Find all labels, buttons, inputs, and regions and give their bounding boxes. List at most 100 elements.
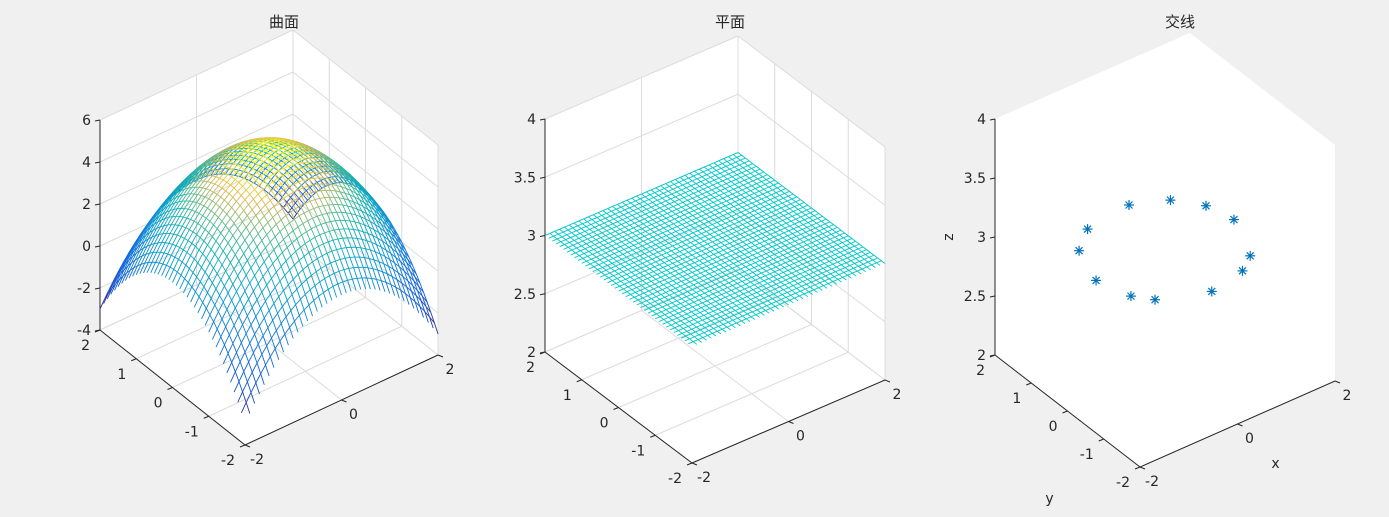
mesh-segment — [575, 250, 581, 254]
mesh-segment — [403, 270, 410, 277]
mesh-segment — [355, 181, 361, 187]
mesh-segment — [348, 181, 354, 185]
mesh-segment — [321, 183, 327, 191]
mesh-segment — [256, 168, 263, 173]
mesh-segment — [291, 288, 298, 295]
mesh-segment — [688, 195, 693, 199]
mesh-segment — [659, 188, 665, 191]
mesh-segment — [758, 211, 764, 214]
mesh-segment — [163, 217, 170, 226]
mesh-segment — [806, 283, 811, 288]
mesh-segment — [735, 179, 740, 183]
mesh-segment — [280, 183, 286, 190]
mesh-segment — [153, 234, 160, 244]
mesh-segment — [658, 195, 663, 199]
mesh-segment — [421, 295, 428, 303]
mesh-segment — [586, 258, 592, 262]
mesh-segment — [378, 205, 384, 213]
mesh-segment — [351, 186, 357, 194]
mesh-segment — [773, 219, 778, 223]
mesh-segment — [577, 257, 584, 261]
mesh-segment — [611, 208, 617, 212]
mesh-segment — [715, 244, 721, 248]
mesh-segment — [628, 262, 635, 266]
mesh-segment — [330, 159, 336, 164]
mesh-segment — [409, 271, 415, 281]
mesh-segment — [653, 269, 659, 273]
mesh-segment — [710, 226, 717, 230]
mesh-segment — [795, 275, 800, 280]
mesh-segment — [594, 224, 600, 228]
mesh-segment — [215, 176, 220, 179]
mesh-segment — [559, 244, 565, 248]
mesh-segment — [274, 146, 279, 151]
mesh-segment — [640, 231, 646, 234]
mesh-segment — [130, 253, 137, 264]
mesh-segment — [146, 219, 152, 226]
mesh-segment — [843, 237, 848, 241]
mesh-segment — [336, 247, 342, 251]
mesh-segment — [168, 199, 173, 203]
mesh-segment — [339, 165, 346, 171]
mesh-segment — [617, 253, 624, 257]
mesh-segment — [196, 234, 201, 238]
mesh-segment — [595, 219, 601, 223]
mesh-segment — [219, 177, 224, 181]
mesh-segment — [644, 251, 650, 255]
mesh-segment — [332, 164, 338, 168]
mesh-segment — [750, 264, 755, 268]
mesh-segment — [354, 196, 359, 205]
mesh-segment — [803, 276, 808, 280]
mesh-segment — [401, 282, 407, 288]
mesh-segment — [835, 271, 840, 275]
mesh-segment — [254, 325, 260, 335]
mesh-segment — [301, 168, 306, 174]
mesh-segment — [215, 152, 220, 155]
mesh-segment — [327, 162, 334, 166]
mesh-segment — [133, 257, 140, 268]
mesh-segment — [803, 293, 809, 298]
mesh-segment — [636, 228, 643, 232]
mesh-segment — [686, 204, 691, 209]
mesh-segment — [255, 215, 260, 222]
mesh-segment — [162, 263, 167, 266]
mesh-segment — [802, 204, 809, 208]
mesh-segment — [365, 218, 370, 228]
mesh-segment — [224, 230, 230, 239]
mesh-segment — [249, 282, 254, 292]
mesh-segment — [796, 213, 801, 218]
mesh-segment — [400, 261, 405, 272]
mesh-segment — [679, 249, 685, 252]
mesh-segment — [382, 220, 387, 229]
mesh-segment — [768, 278, 773, 282]
mesh-segment — [296, 167, 302, 170]
mesh-segment — [268, 255, 274, 264]
mesh-segment — [301, 181, 306, 186]
mesh-segment — [119, 275, 124, 281]
mesh-segment — [744, 214, 749, 219]
mesh-segment — [331, 212, 336, 221]
mesh-segment — [295, 142, 301, 145]
mesh-segment — [272, 217, 277, 225]
mesh-segment — [734, 238, 740, 242]
mesh-segment — [185, 178, 191, 185]
mesh-segment — [831, 268, 836, 273]
mesh-segment — [295, 299, 301, 306]
mesh-segment — [655, 185, 661, 189]
mesh-segment — [284, 189, 289, 196]
mesh-segment — [278, 238, 284, 245]
mesh-segment — [254, 226, 259, 234]
mesh-segment — [748, 160, 753, 164]
mesh-segment — [257, 233, 263, 241]
mesh-segment — [284, 159, 290, 163]
mesh-segment — [190, 176, 195, 180]
mesh-segment — [256, 240, 263, 248]
mesh-segment — [391, 276, 398, 280]
mesh-segment — [143, 238, 149, 249]
mesh-segment — [770, 177, 776, 181]
mesh-segment — [791, 272, 796, 277]
mesh-segment — [828, 226, 833, 230]
mesh-segment — [250, 260, 257, 269]
